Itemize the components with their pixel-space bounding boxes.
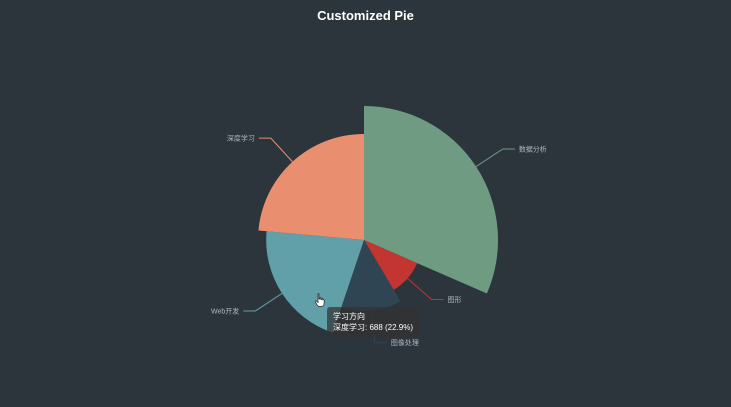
pie-slice-label: Web开发 xyxy=(211,306,239,315)
pie-label-line xyxy=(476,149,515,167)
tooltip-item-text: 深度学习: 688 (22.9%) xyxy=(333,322,413,333)
pie-slice-label: 图形 xyxy=(448,296,462,304)
pie-slice[interactable] xyxy=(258,134,364,240)
pie-slices xyxy=(258,106,498,333)
tooltip-series-name: 学习方向 xyxy=(333,311,413,322)
pie-slice-label: 图像处理 xyxy=(391,338,419,347)
hand-cursor-icon xyxy=(314,293,326,307)
pie-label-line xyxy=(408,278,444,299)
pie-slice-label: 数据分析 xyxy=(519,144,547,153)
pie-slice-label: 深度学习 xyxy=(227,134,255,143)
pie-label-line xyxy=(243,293,282,310)
pie-label-line xyxy=(259,138,293,162)
tooltip: 学习方向 深度学习: 688 (22.9%) xyxy=(327,307,419,337)
